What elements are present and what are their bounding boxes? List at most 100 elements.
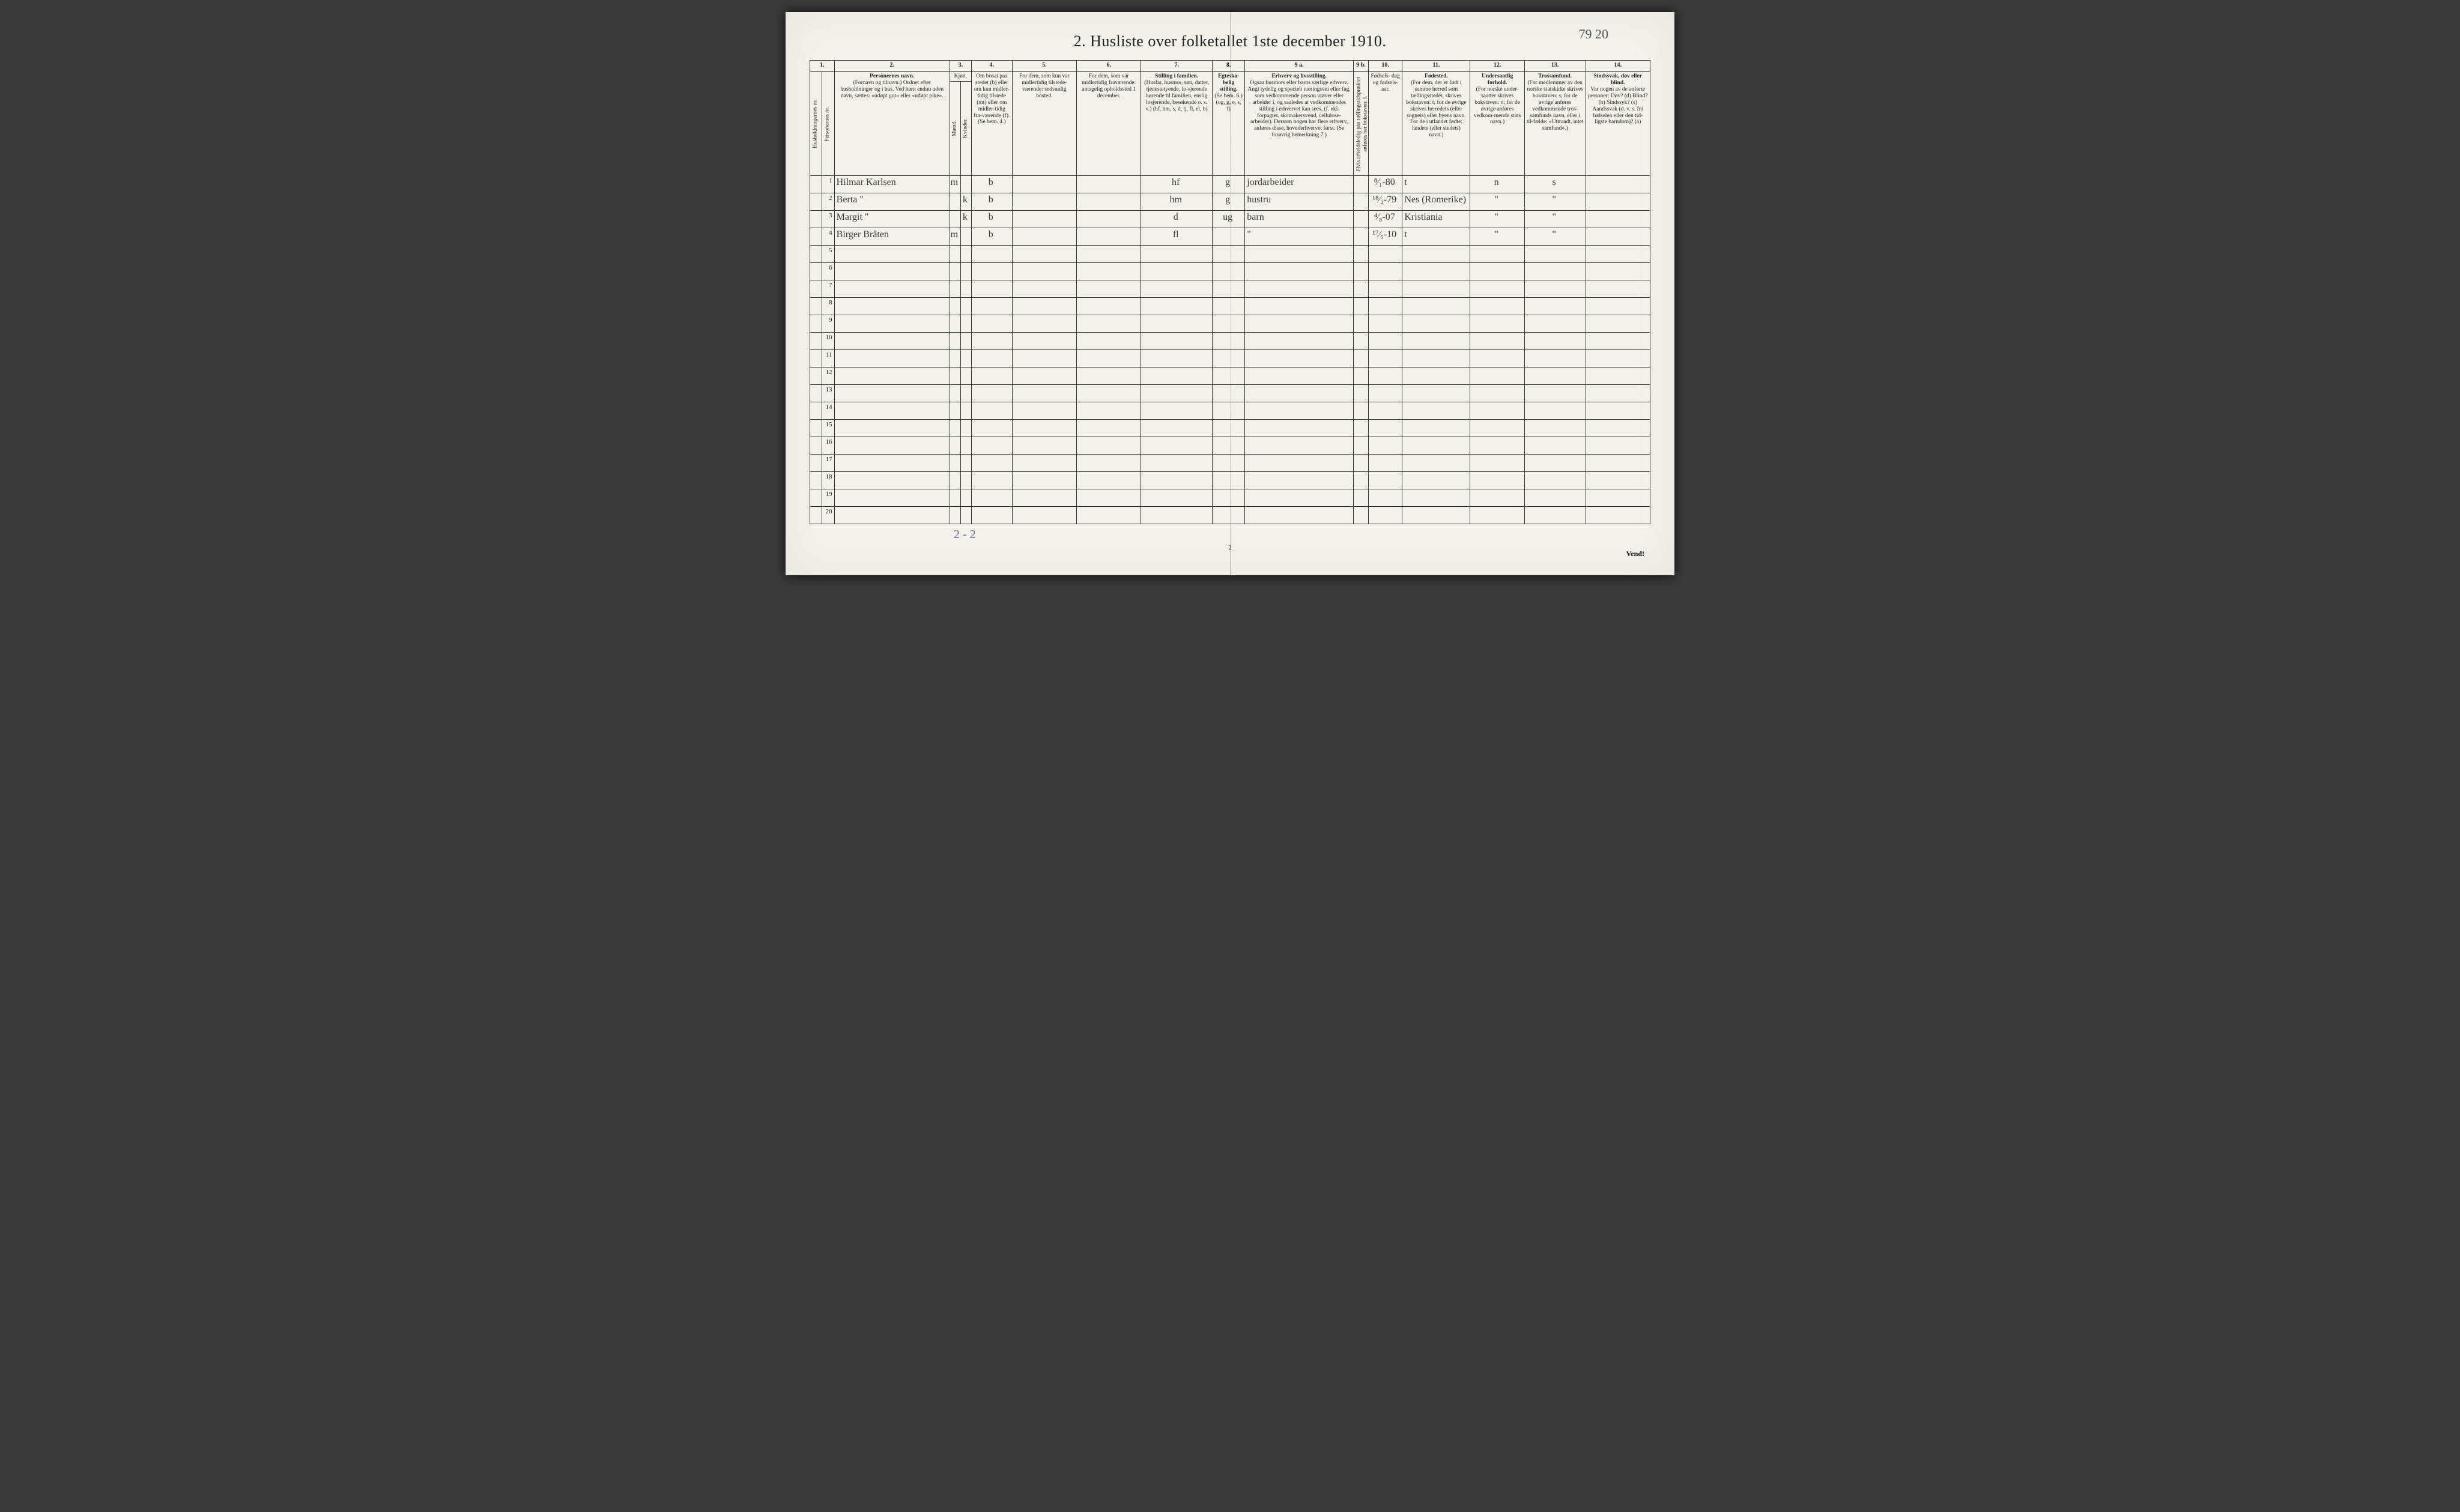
cell-empty [1245, 297, 1354, 315]
cell-empty [1402, 454, 1470, 471]
cell-person-no: 14 [822, 402, 834, 419]
cell-empty [1586, 245, 1650, 262]
cell-person-no: 8 [822, 297, 834, 315]
cell-family-position: hf [1141, 175, 1213, 193]
hdr-birthplace: Fødested. (For dem, der er født i samme … [1402, 72, 1470, 176]
cell-empty [1524, 454, 1586, 471]
cell-empty [1077, 384, 1141, 402]
hdr-disability: Sindssvak, døv eller blind. Var nogen av… [1586, 72, 1650, 176]
cell-birthplace: Nes (Romerike) [1402, 193, 1470, 210]
cell-empty [834, 315, 950, 332]
cell-empty [1141, 489, 1213, 506]
cell-empty [1077, 367, 1141, 384]
cell-household-no [810, 297, 822, 315]
table-row: 17 [810, 454, 1650, 471]
cell-empty [1402, 506, 1470, 524]
cell-citizenship: n [1470, 175, 1524, 193]
cell-empty [1524, 367, 1586, 384]
cell-household-no [810, 437, 822, 454]
cell-empty [1141, 280, 1213, 297]
cell-household-no [810, 367, 822, 384]
cell-occupation: hustru [1245, 193, 1354, 210]
cell-empty [1402, 297, 1470, 315]
cell-empty [1470, 332, 1524, 349]
cell-person-no: 1 [822, 175, 834, 193]
cell-person-no: 9 [822, 315, 834, 332]
cell-empty [1012, 367, 1076, 384]
cell-empty [1524, 262, 1586, 280]
cell-unemployed [1354, 228, 1369, 245]
table-row: 19 [810, 489, 1650, 506]
cell-empty [971, 437, 1012, 454]
cell-empty [1586, 454, 1650, 471]
cell-household-no [810, 262, 822, 280]
cell-empty [1141, 437, 1213, 454]
cell-religion: " [1524, 210, 1586, 228]
cell-residence: b [971, 193, 1012, 210]
cell-household-no [810, 489, 822, 506]
cell-disability [1586, 175, 1650, 193]
cell-empty [1012, 349, 1076, 367]
cell-empty [1368, 419, 1402, 437]
colnum-14: 14. [1586, 61, 1650, 72]
cell-empty [1354, 280, 1369, 297]
cell-religion: " [1524, 193, 1586, 210]
census-table: 1. 2. 3. 4. 5. 6. 7. 8. 9 a. 9 b. 10. 11… [810, 60, 1650, 524]
cell-empty [1213, 489, 1245, 506]
cell-household-no [810, 384, 822, 402]
cell-empty [1141, 506, 1213, 524]
cell-household-no [810, 506, 822, 524]
cell-empty [950, 297, 960, 315]
cell-empty [834, 332, 950, 349]
cell-empty [1077, 297, 1141, 315]
cell-empty [1012, 506, 1076, 524]
cell-sex-k [960, 175, 971, 193]
column-number-row: 1. 2. 3. 4. 5. 6. 7. 8. 9 a. 9 b. 10. 11… [810, 61, 1650, 72]
hdr-religion-sub: (For medlemmer av den norske statskirke … [1527, 80, 1584, 132]
colnum-4: 4. [971, 61, 1012, 72]
cell-person-no: 13 [822, 384, 834, 402]
cell-temp-present [1012, 228, 1076, 245]
cell-empty [1354, 245, 1369, 262]
cell-empty [1368, 349, 1402, 367]
cell-person-no: 20 [822, 506, 834, 524]
cell-empty [960, 280, 971, 297]
cell-empty [1524, 245, 1586, 262]
cell-empty [1586, 506, 1650, 524]
cell-temp-absent [1077, 228, 1141, 245]
colnum-11: 11. [1402, 61, 1470, 72]
cell-household-no [810, 349, 822, 367]
cell-empty [1213, 297, 1245, 315]
cell-empty [1470, 402, 1524, 419]
cell-person-no: 11 [822, 349, 834, 367]
cell-empty [834, 280, 950, 297]
cell-empty [1213, 349, 1245, 367]
cell-empty [1012, 280, 1076, 297]
cell-empty [960, 384, 971, 402]
cell-empty [1402, 402, 1470, 419]
cell-empty [1524, 332, 1586, 349]
cell-sex-k: k [960, 210, 971, 228]
cell-empty [834, 419, 950, 437]
cell-sex-m: m [950, 228, 960, 245]
cell-religion: " [1524, 228, 1586, 245]
cell-empty [1213, 506, 1245, 524]
cell-empty [1586, 280, 1650, 297]
cell-empty [1077, 437, 1141, 454]
cell-person-no: 19 [822, 489, 834, 506]
cell-empty [1012, 315, 1076, 332]
cell-empty [960, 245, 971, 262]
cell-empty [1141, 332, 1213, 349]
colnum-9b: 9 b. [1354, 61, 1369, 72]
cell-marital: ug [1213, 210, 1245, 228]
cell-empty [1077, 262, 1141, 280]
cell-empty [971, 454, 1012, 471]
cell-empty [971, 489, 1012, 506]
table-row: 11 [810, 349, 1650, 367]
cell-empty [1354, 332, 1369, 349]
cell-empty [950, 367, 960, 384]
cell-empty [1141, 384, 1213, 402]
cell-family-position: d [1141, 210, 1213, 228]
cell-empty [971, 349, 1012, 367]
cell-empty [971, 262, 1012, 280]
